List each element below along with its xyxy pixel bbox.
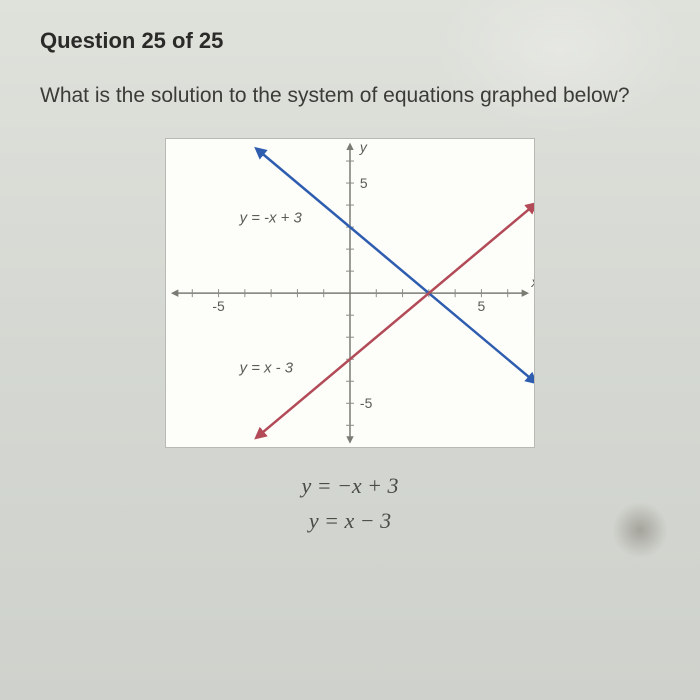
graph-container: -5 5 -5 5 x y y = -x + 3 y = x - 3 [165, 138, 535, 448]
equation-2: y = x − 3 [40, 503, 660, 538]
equations-below: y = −x + 3 y = x − 3 [40, 468, 660, 538]
svg-text:y = x - 3: y = x - 3 [239, 360, 294, 376]
svg-text:y: y [359, 139, 368, 155]
content-area: Question 25 of 25 What is the solution t… [0, 0, 700, 548]
svg-text:5: 5 [478, 298, 486, 314]
svg-text:5: 5 [360, 175, 368, 191]
equation-1: y = −x + 3 [40, 468, 660, 503]
svg-text:-5: -5 [212, 298, 225, 314]
graph-svg: -5 5 -5 5 x y y = -x + 3 y = x - 3 [166, 139, 534, 447]
svg-text:x: x [530, 274, 534, 290]
question-prompt: What is the solution to the system of eq… [40, 84, 660, 108]
svg-text:y = -x + 3: y = -x + 3 [239, 211, 303, 227]
svg-text:-5: -5 [360, 395, 373, 411]
question-header: Question 25 of 25 [40, 28, 660, 54]
